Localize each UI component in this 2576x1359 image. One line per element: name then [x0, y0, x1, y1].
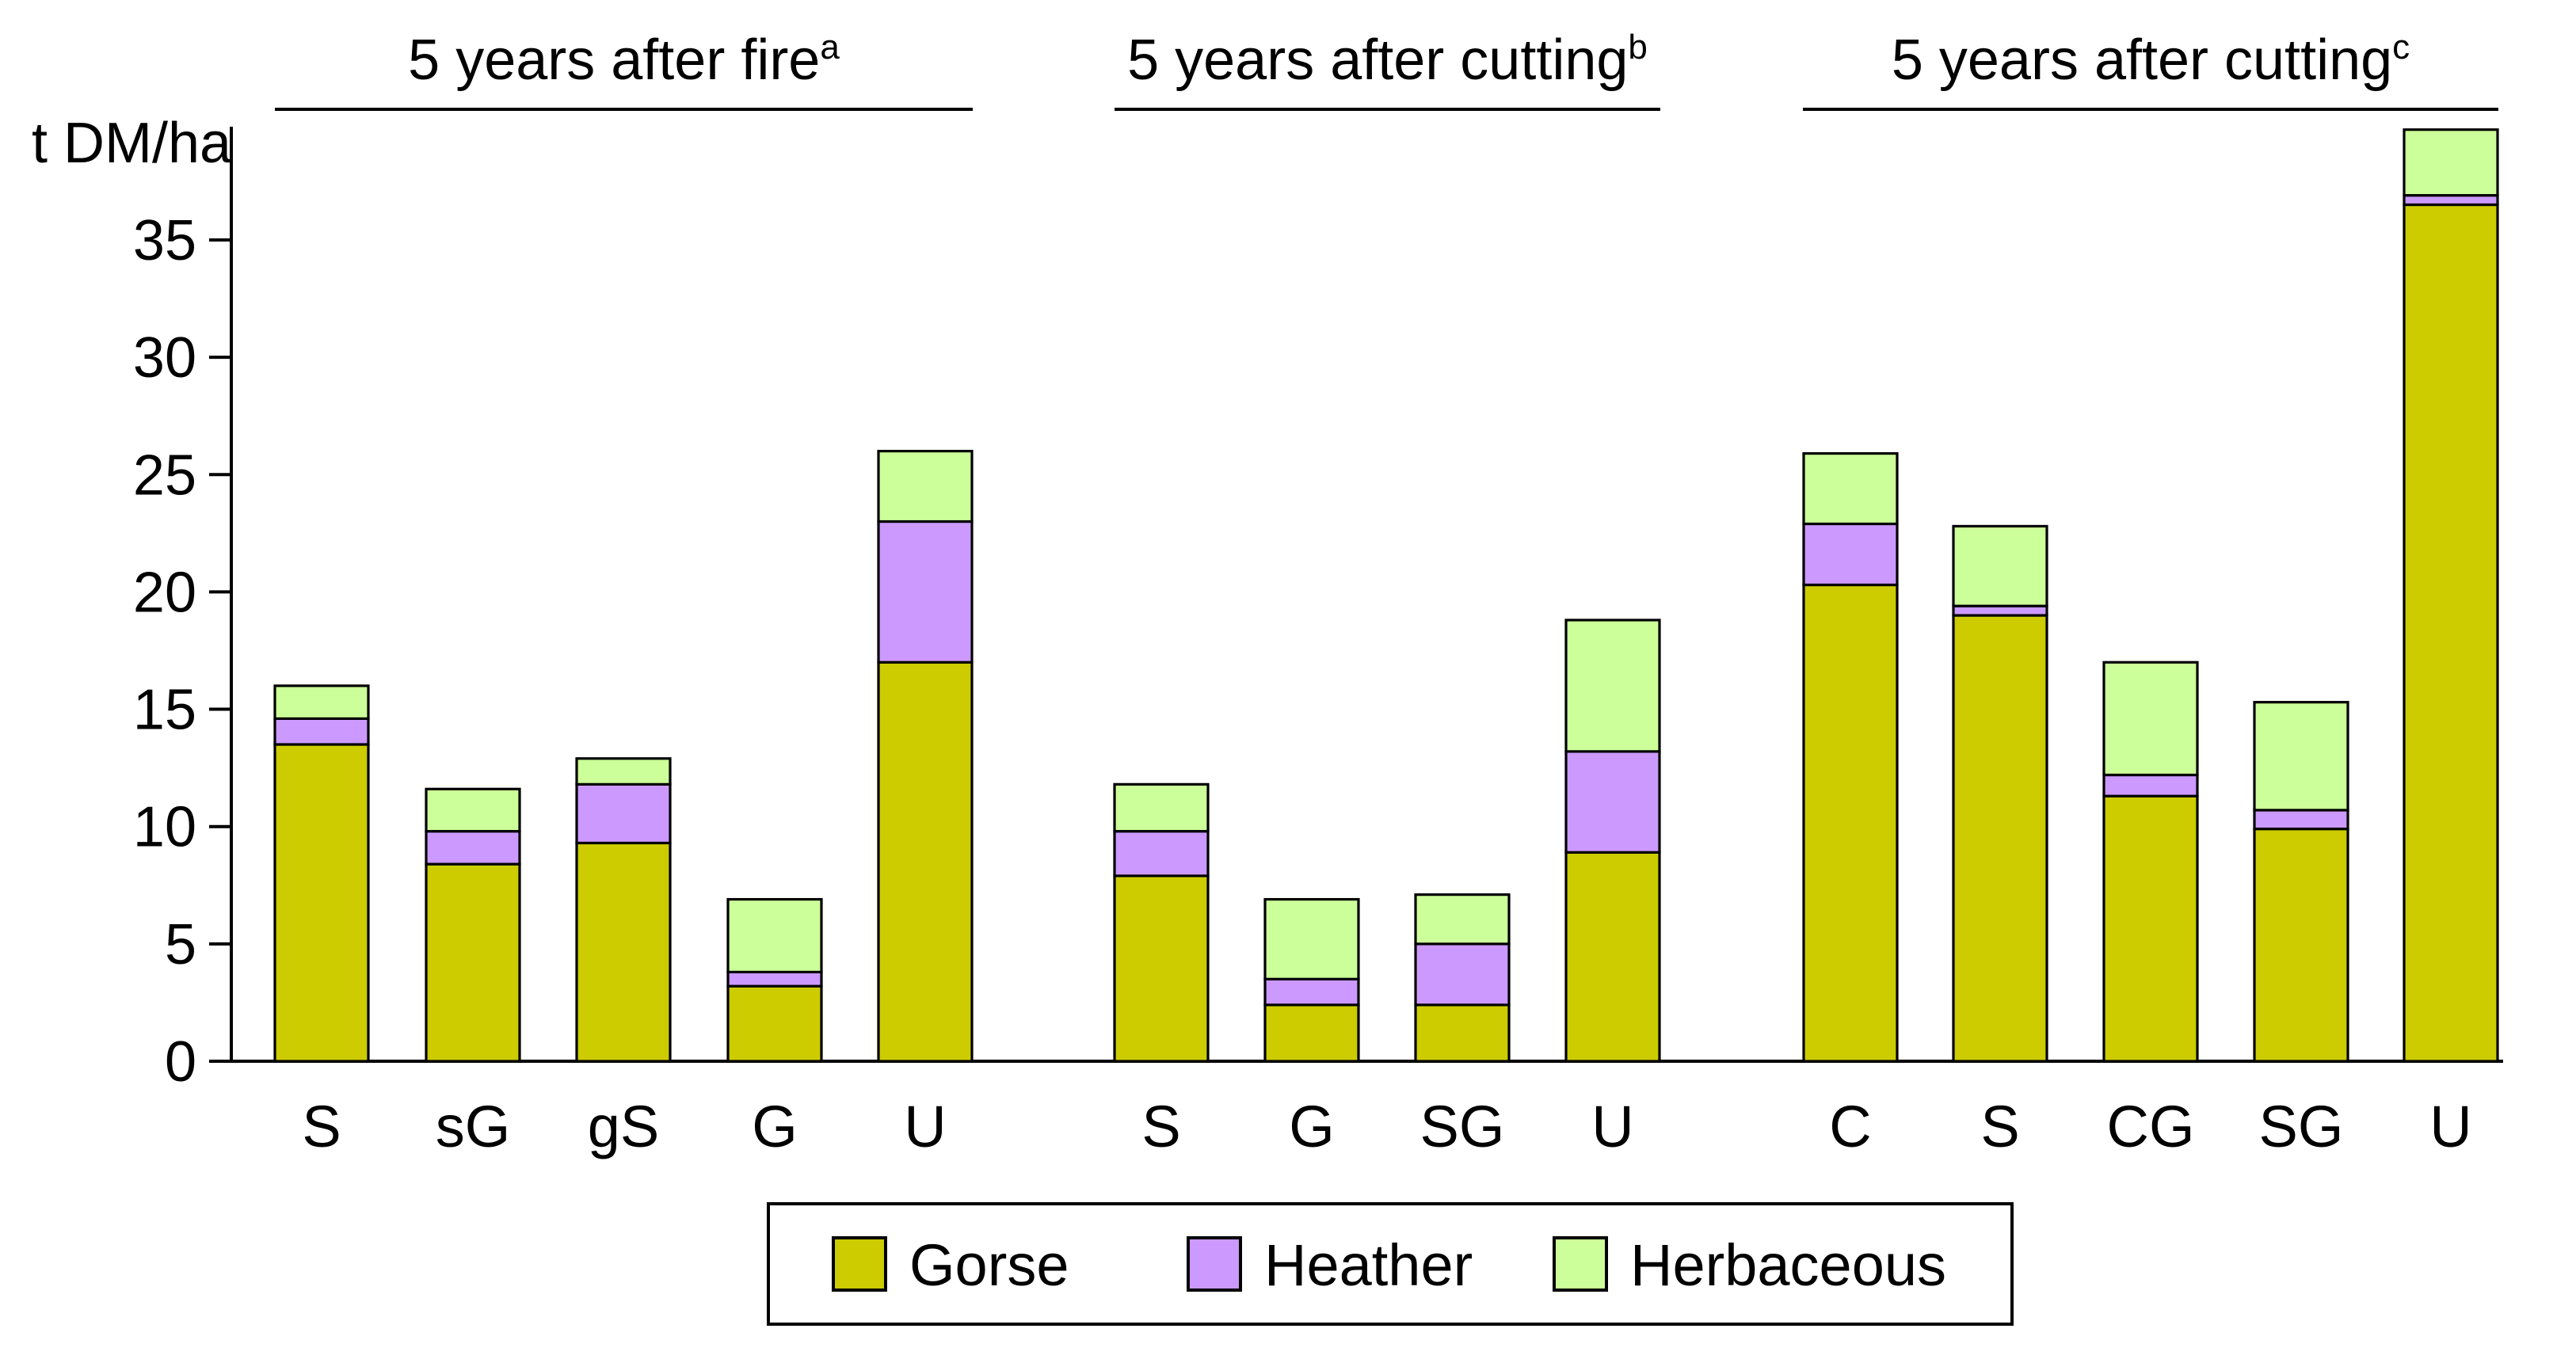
- bar-segment-gorse: [1414, 1003, 1511, 1063]
- bar-segment-herbaceous: [2403, 128, 2499, 197]
- bar-segment-gorse: [2253, 828, 2349, 1063]
- legend-box: [767, 1202, 2014, 1326]
- legend-swatch-heather: [1187, 1236, 1242, 1292]
- group-headers: 5 years after firea 5 years after cutting…: [275, 28, 2498, 111]
- x-category-label: SG: [2259, 1094, 2344, 1159]
- bar-segment-gorse: [2403, 203, 2499, 1063]
- group-title-text: 5 years after cutting: [1127, 29, 1628, 92]
- bar-segment-herbaceous: [1952, 524, 2048, 607]
- bar-segment-gorse: [1802, 583, 1899, 1063]
- bar-segment-gorse: [726, 984, 823, 1063]
- bar-segment-heather: [726, 970, 823, 988]
- bar-segment-heather: [575, 782, 672, 845]
- bar-segment-heather: [1952, 604, 2048, 617]
- legend-swatch-gorse: [832, 1236, 887, 1292]
- group-title: 5 years after cuttingc: [1892, 28, 2410, 92]
- bar-segment-herbaceous: [877, 450, 974, 523]
- bar-segment-herbaceous: [2102, 660, 2199, 777]
- bar-segment-gorse: [273, 743, 370, 1063]
- bar-segment-heather: [273, 717, 370, 746]
- group-title-superscript: a: [820, 28, 840, 67]
- x-category-label: SG: [1420, 1094, 1505, 1159]
- x-category-label: S: [302, 1094, 341, 1159]
- x-category-label: S: [1141, 1094, 1180, 1159]
- bar-segment-heather: [2253, 809, 2349, 831]
- bar-segment-herbaceous: [2253, 701, 2349, 812]
- bar-segment-herbaceous: [425, 787, 521, 833]
- bar-segment-heather: [425, 830, 521, 866]
- bar-segment-herbaceous: [1113, 782, 1210, 833]
- legend-swatch-herbaceous: [1553, 1236, 1608, 1292]
- legend-label-herbaceous: Herbaceous: [1630, 1232, 1946, 1298]
- x-category-label: G: [1289, 1094, 1335, 1159]
- bar-segment-herbaceous: [575, 757, 672, 786]
- bar-segment-herbaceous: [1414, 893, 1511, 946]
- y-tick-label: 30: [133, 326, 196, 390]
- bar-segment-heather: [877, 520, 974, 664]
- x-category-label: sG: [436, 1094, 511, 1159]
- bar-segment-herbaceous: [1263, 897, 1360, 980]
- group-title: 5 years after firea: [408, 28, 840, 92]
- bar-segment-gorse: [425, 862, 521, 1063]
- y-tick-label: 5: [165, 913, 196, 976]
- group-title: 5 years after cuttingb: [1127, 28, 1648, 92]
- bar-segment-heather: [1802, 522, 1899, 587]
- y-tick-label: 20: [133, 561, 196, 624]
- legend: Gorse Heather Herbaceous: [767, 1202, 2014, 1326]
- legend-label-gorse: Gorse: [909, 1232, 1069, 1298]
- group-title-superscript: b: [1628, 28, 1647, 67]
- y-axis-unit-label: t DM/ha: [32, 112, 232, 175]
- bar-segment-heather: [1564, 750, 1661, 854]
- bar-segment-gorse: [1263, 1003, 1360, 1063]
- bar-segment-heather: [2403, 194, 2499, 207]
- x-category-label: U: [904, 1094, 946, 1159]
- x-category-label: U: [2429, 1094, 2471, 1159]
- group-title-text: 5 years after fire: [408, 29, 820, 92]
- y-tick-label: 10: [133, 796, 196, 859]
- group-title-superscript: c: [2392, 28, 2410, 67]
- x-category-label: gS: [588, 1094, 660, 1159]
- bar-segment-heather: [1113, 830, 1210, 877]
- bar-segment-herbaceous: [1802, 451, 1899, 526]
- bar-segment-herbaceous: [726, 897, 823, 974]
- y-tick-label: 0: [165, 1030, 196, 1094]
- bar-segment-gorse: [877, 660, 974, 1063]
- bar-segment-herbaceous: [1564, 619, 1661, 753]
- bar-segment-herbaceous: [273, 684, 370, 721]
- bar-segment-heather: [2102, 773, 2199, 798]
- x-category-label: G: [752, 1094, 798, 1159]
- bar-segment-gorse: [2102, 794, 2199, 1063]
- bar-segment-gorse: [575, 841, 672, 1063]
- bar-segment-gorse: [1564, 851, 1661, 1063]
- group-title-text: 5 years after cutting: [1892, 29, 2392, 92]
- y-tick-label: 25: [133, 443, 196, 507]
- x-category-label: CG: [2107, 1094, 2195, 1159]
- bar-segment-gorse: [1113, 874, 1210, 1063]
- x-category-label: C: [1829, 1094, 1871, 1159]
- x-category-label: S: [1980, 1094, 2019, 1159]
- legend-label-heather: Heather: [1264, 1232, 1473, 1298]
- x-category-label: U: [1591, 1094, 1633, 1159]
- axes: 0 5 10 15 20 25 30 35: [133, 127, 2503, 1094]
- bar-segment-heather: [1263, 977, 1360, 1007]
- y-tick-label: 35: [133, 209, 196, 272]
- bar-segment-heather: [1414, 942, 1511, 1007]
- bar-segment-gorse: [1952, 614, 2048, 1063]
- y-tick-label: 15: [133, 679, 196, 742]
